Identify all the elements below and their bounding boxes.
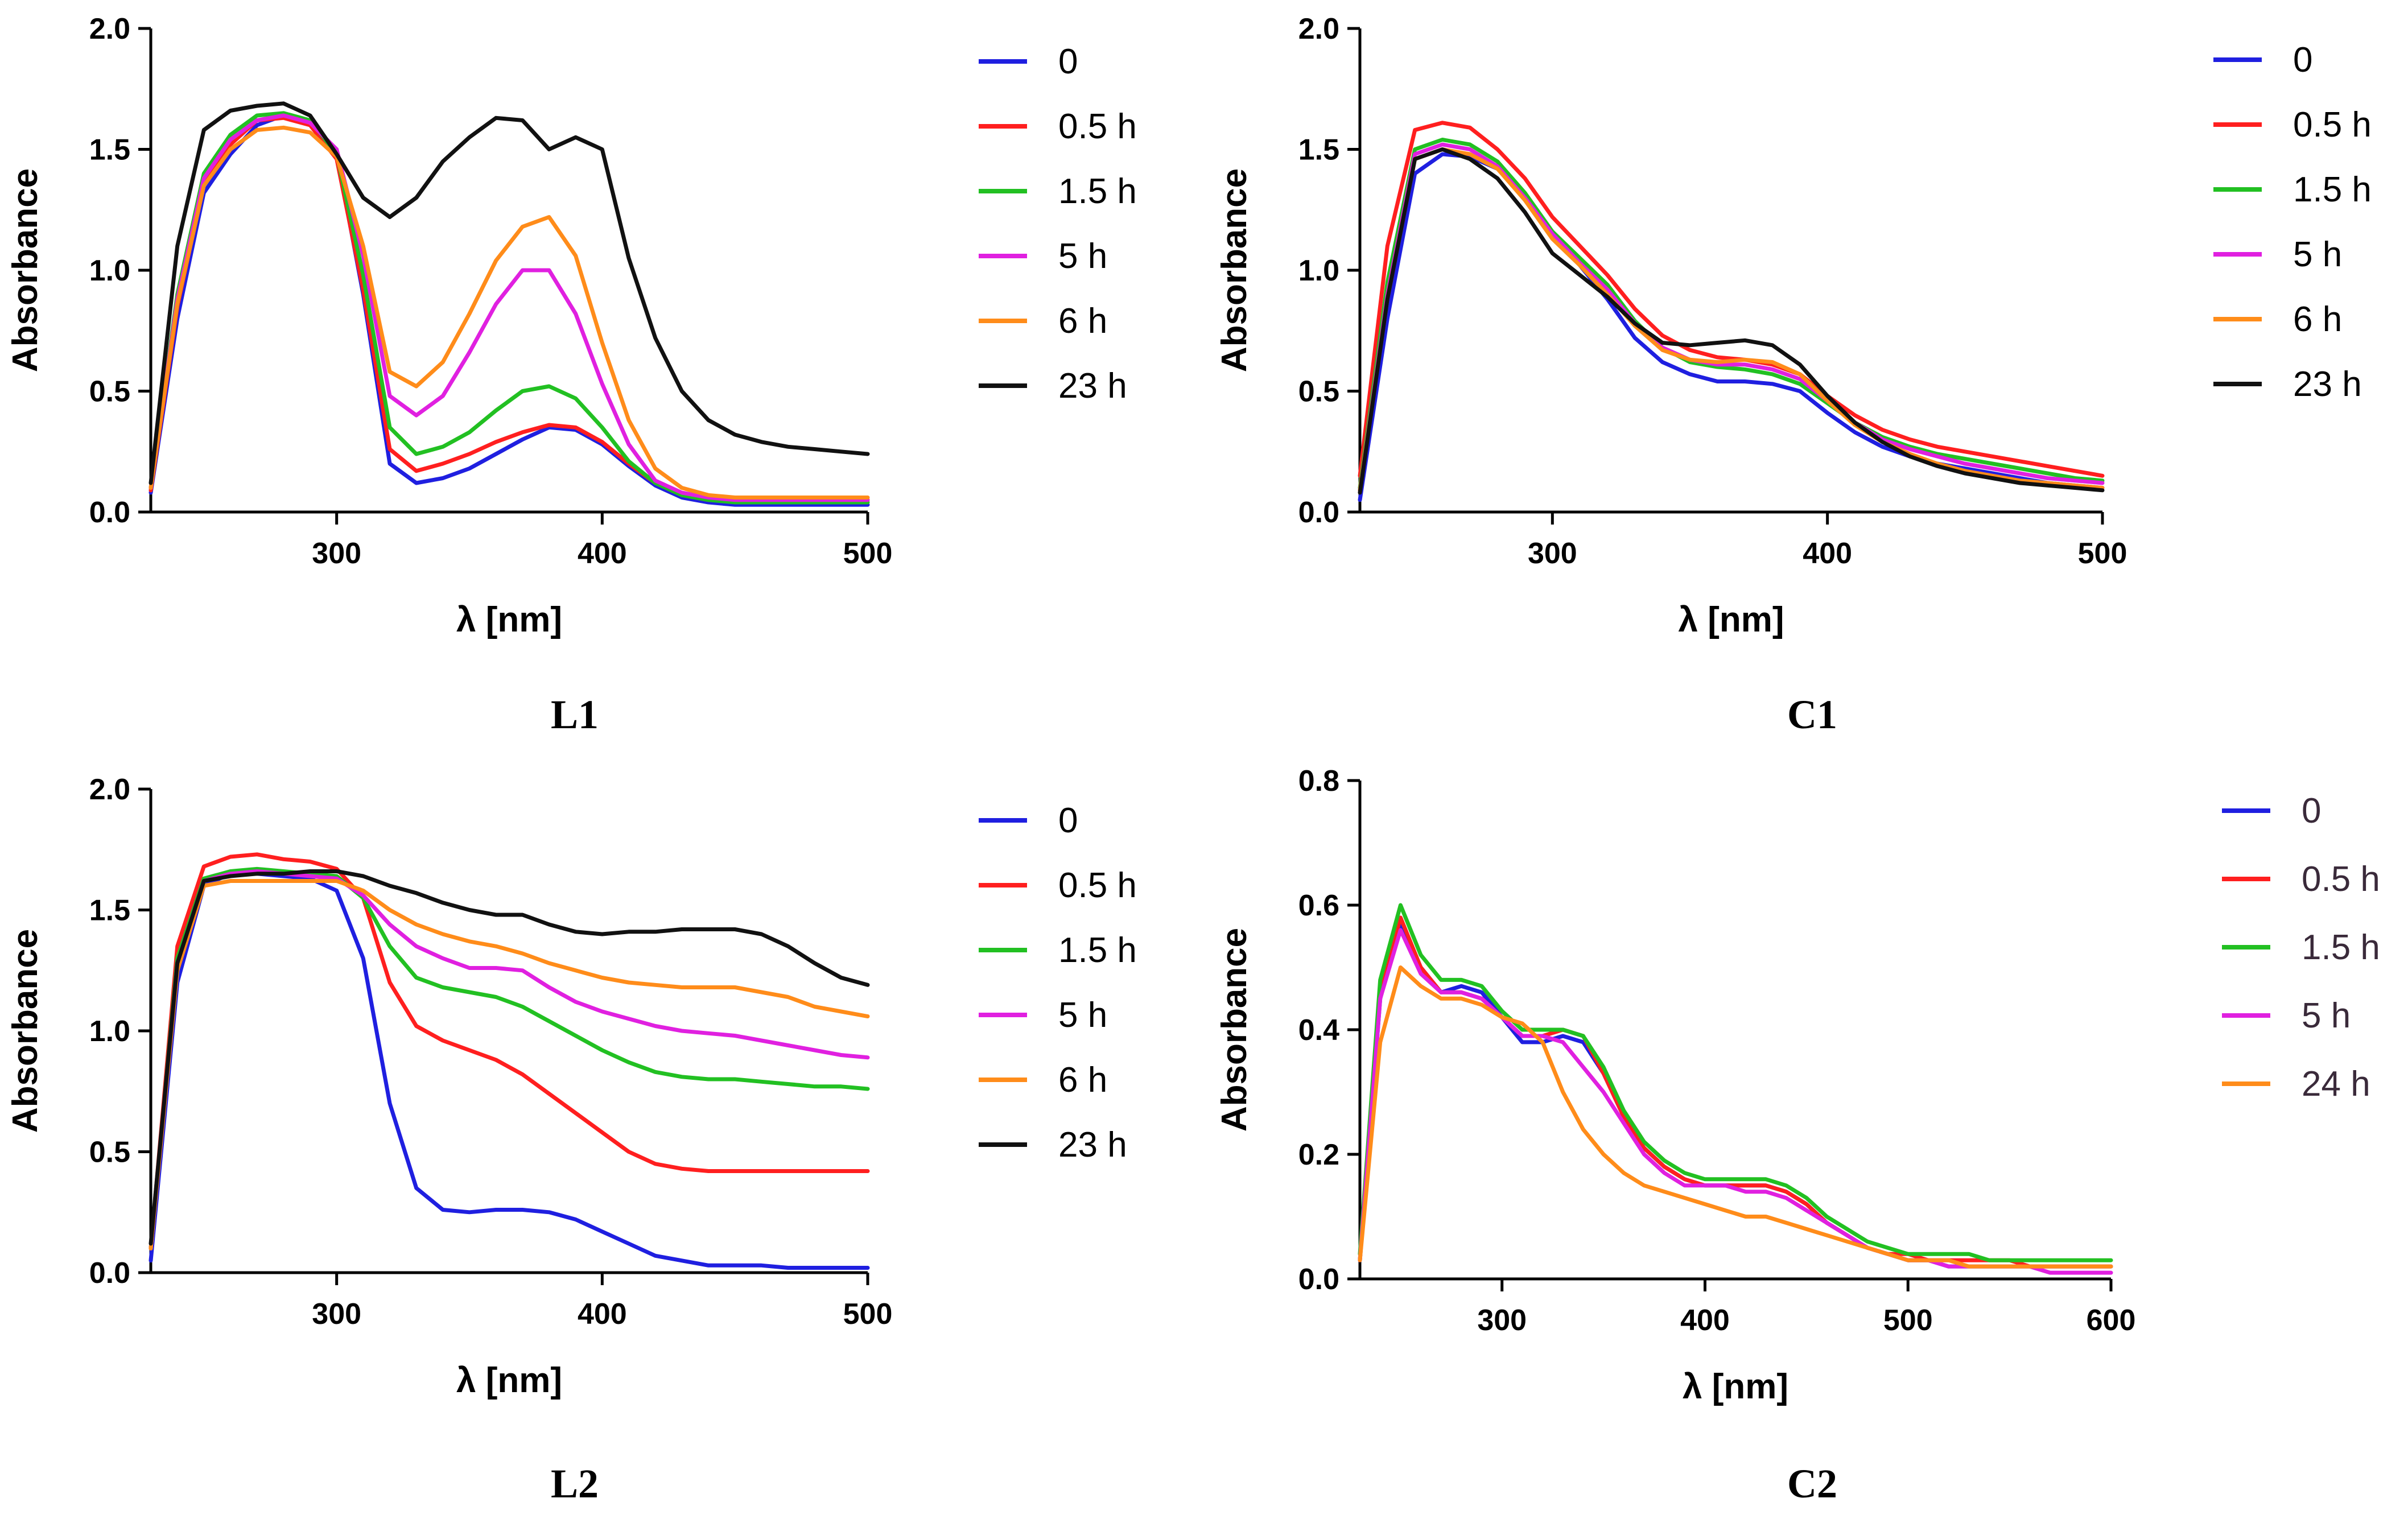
x-tick-label: 500 [843, 1298, 893, 1331]
x-tick-label: 500 [2078, 537, 2127, 570]
series-line-6h [1358, 147, 2105, 493]
panel-c2: 0.0 0.2 0.4 0.6 0.8 300 400 500 600 λ [nm] Absorba… [1215, 765, 2380, 1506]
y-axis-title: Absorbance [1215, 928, 1254, 1132]
x-tick-label: 600 [2087, 1304, 2136, 1337]
legend-label: 6 h [1058, 302, 1107, 341]
y-tick-label: 1.0 [1298, 254, 1339, 287]
y-tick-label: 0.2 [1298, 1138, 1339, 1171]
legend-label: 0 [2302, 791, 2321, 831]
y-tick-label: 2.0 [89, 13, 130, 46]
legend-label: 5 h [1058, 996, 1107, 1035]
x-tick-label: 400 [1803, 537, 1852, 570]
y-tick-label: 0.8 [1298, 765, 1339, 798]
legend-label: 6 h [2293, 300, 2342, 339]
legend-label: 0 [1058, 801, 1078, 840]
y-axis-title: Absorbance [6, 929, 45, 1133]
x-tick-label: 300 [312, 537, 361, 570]
y-tick-label: 0.5 [89, 375, 130, 408]
legend-label: 0 [1058, 42, 1078, 81]
y-tick-label: 0.6 [1298, 889, 1339, 922]
legend-label: 0.5 h [2302, 860, 2380, 899]
y-tick-label: 1.5 [89, 894, 130, 927]
legend-label: 1.5 h [1058, 931, 1137, 970]
series-line-0 [1358, 152, 2105, 502]
y-tick-label: 2.0 [89, 773, 130, 806]
legend-label: 23 h [1058, 1125, 1127, 1165]
y-tick-label: 1.0 [89, 1015, 130, 1048]
legend-label: 23 h [2293, 365, 2362, 404]
x-tick-label: 300 [1528, 537, 1577, 570]
x-axis-title: λ [nm] [1683, 1367, 1788, 1406]
x-tick-label: 300 [1477, 1304, 1527, 1337]
series-line-0_5h [149, 852, 870, 1250]
x-tick-label: 500 [1883, 1304, 1933, 1337]
series-line-5h [1358, 142, 2105, 493]
legend-label: 1.5 h [2293, 170, 2372, 209]
legend-label: 1.5 h [1058, 172, 1137, 211]
series-line-0 [149, 113, 870, 507]
x-tick-label: 300 [312, 1298, 361, 1331]
y-tick-label: 2.0 [1298, 13, 1339, 46]
legend-label: 5 h [1058, 237, 1107, 276]
x-axis-title: λ [nm] [456, 600, 562, 639]
y-tick-label: 0.0 [1298, 1263, 1339, 1296]
series-line-1_5h [149, 111, 870, 505]
legend-label: 5 h [2293, 235, 2342, 274]
y-tick-label: 0.0 [1298, 496, 1339, 529]
legend-label: 23 h [1058, 366, 1127, 406]
legend-label: 5 h [2302, 996, 2351, 1035]
series-line-24h [1358, 965, 2113, 1269]
series-line-1_5h [1358, 138, 2105, 490]
legend-label: 1.5 h [2302, 928, 2380, 967]
series-line-23h [149, 101, 870, 485]
y-tick-label: 0.4 [1298, 1014, 1339, 1047]
panel-caption: C2 [1787, 1461, 1837, 1506]
x-axis-title: λ [nm] [1679, 600, 1784, 639]
series-line-5h [149, 869, 870, 1250]
legend-label: 0.5 h [2293, 105, 2372, 145]
y-tick-label: 0.0 [89, 496, 130, 529]
legend-label: 0 [2293, 40, 2312, 80]
series-line-0_5h [1358, 121, 2105, 478]
y-tick-label: 1.0 [89, 254, 130, 287]
y-axis-title: Absorbance [6, 168, 45, 372]
y-tick-label: 0.5 [1298, 375, 1339, 408]
y-tick-label: 1.5 [89, 134, 130, 167]
y-tick-label: 1.5 [1298, 134, 1339, 167]
series-line-6h [149, 125, 870, 500]
y-tick-label: 0.0 [89, 1257, 130, 1290]
x-axis-title: λ [nm] [456, 1361, 562, 1400]
series-line-23h [149, 869, 870, 1246]
panel-l1: 0.0 0.5 1.0 1.5 2.0 300 400 500 λ [nm] Absorbance… [6, 13, 1137, 737]
series-line-1_5h [149, 866, 870, 1250]
series-line-5h [149, 113, 870, 502]
legend-label: 0.5 h [1058, 866, 1137, 905]
series-line-23h [1358, 147, 2105, 495]
panel-c1: 0.0 0.5 1.0 1.5 2.0 300 400 500 λ [nm] Absorbance… [1215, 13, 2372, 737]
x-tick-label: 400 [578, 1298, 627, 1331]
panel-caption: L1 [551, 692, 599, 737]
y-tick-label: 0.5 [89, 1136, 130, 1169]
series-line-1_5h [1358, 903, 2113, 1262]
panel-l2: 0.0 0.5 1.0 1.5 2.0 300 400 500 λ [nm] Absorbance… [6, 773, 1137, 1506]
series-line-6h [149, 879, 870, 1250]
x-tick-label: 400 [578, 537, 627, 570]
y-axis-title: Absorbance [1215, 168, 1254, 372]
panel-caption: C1 [1787, 692, 1837, 737]
legend-label: 24 h [2302, 1064, 2370, 1104]
x-tick-label: 400 [1680, 1304, 1730, 1337]
panel-caption: L2 [551, 1461, 599, 1506]
legend-label: 0.5 h [1058, 107, 1137, 146]
legend-label: 6 h [1058, 1060, 1107, 1100]
x-tick-label: 500 [843, 537, 893, 570]
